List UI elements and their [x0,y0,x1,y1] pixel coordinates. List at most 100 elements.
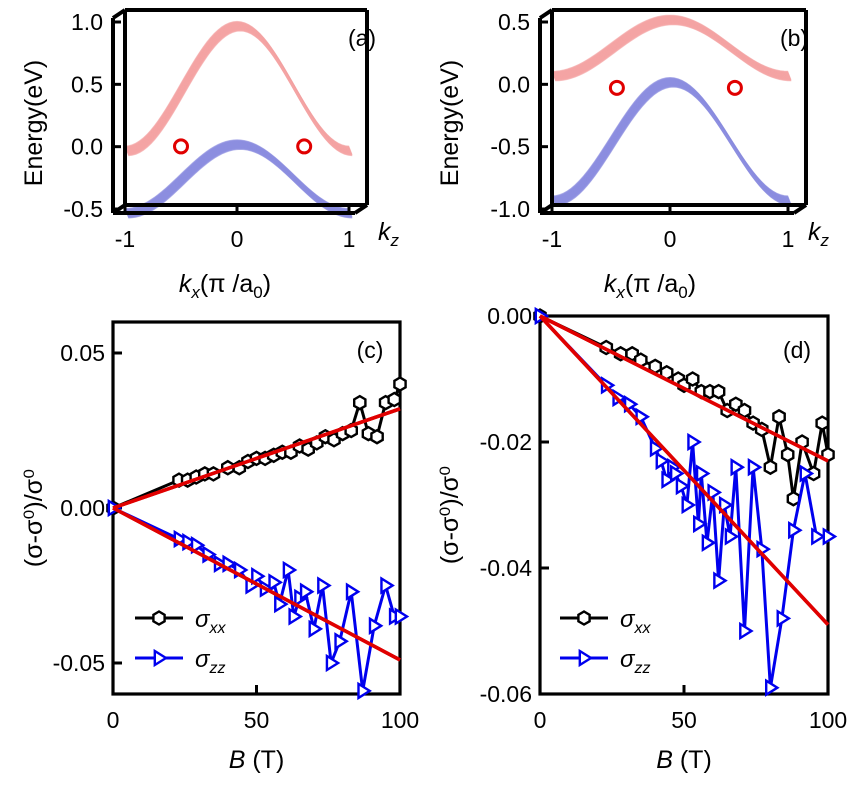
depth-label-sub: z [390,231,400,250]
depth-label-sub: z [820,231,830,250]
fit-line-overlay [539,314,829,463]
data-series [107,498,410,701]
depth-label-var: k [808,218,822,246]
y-tick-label: -0.05 [53,650,105,676]
x-tick-label: 50 [671,707,697,733]
band-sheet-line [554,84,792,206]
y-tick-label: -0.04 [480,555,533,581]
data-point [393,376,407,392]
data-point [739,621,754,641]
data-point [681,495,697,515]
x-label-unit-sub: 0 [678,283,687,302]
band-sheet-line [554,22,791,81]
z-tick-label: 0.0 [71,134,103,160]
crossing-point-marker [608,79,625,96]
data-point [713,571,728,590]
legend-marker [577,610,591,626]
data-point [772,408,786,425]
conduction-band-surface [124,20,353,157]
band-sheet-line [555,23,792,82]
legend-marker [152,610,166,626]
z-tick-label: -0.5 [490,134,530,160]
legend: σxx σzz [560,606,651,677]
x-tick-label: 1 [343,226,356,252]
data-point [811,527,826,546]
legend-marker [578,648,594,668]
band-sheet-line [554,83,791,204]
x-label-var: B [229,746,246,774]
x-tick-label: 0 [664,226,677,252]
band-sheet-line [555,85,792,206]
data-point [368,616,384,635]
data-point [747,458,763,477]
legend-symbol: σ [195,646,211,673]
x-axis-label: B (T) [229,746,285,774]
z-tick-label: -1.0 [490,196,530,222]
data-point [353,394,367,411]
x-label-sub: x [615,283,625,302]
fit-line-overlay [112,506,401,662]
data-point [822,527,838,546]
band-sheet-line [555,22,792,81]
x-label-var: k [604,270,618,298]
band-sheet-line [554,22,792,81]
data-point [268,573,283,592]
y-tick-label: -0.06 [480,681,532,707]
z-tick-label: 1.0 [71,9,103,35]
x-label-unit: (π /a [625,270,678,298]
depth-axis-label: kz [808,218,830,250]
data-point [685,371,700,387]
y-tick-label: -0.02 [480,429,532,455]
data-point [669,464,685,483]
legend-marker [153,648,169,668]
data-point [711,383,726,400]
data-point [649,439,665,458]
x-axis-label: kx(π /a0) [604,270,696,302]
x-axis-label: B (T) [656,746,712,774]
crossing-point-marker [726,79,743,96]
data-point [780,446,795,463]
x-label-close: ) [263,270,271,298]
x-tick-label: 50 [244,707,270,733]
band-sheet-line [554,83,791,205]
legend-sub: zz [633,660,650,677]
band-sheet-line [127,26,352,154]
z-tick-label: -0.5 [63,196,103,222]
data-point [815,415,830,431]
legend-symbol: σ [195,606,211,633]
x-label-var: B [656,746,673,774]
data-point [345,582,361,601]
data-point [274,594,289,614]
z-tick-label: 0.5 [498,9,530,35]
box-edge [792,203,808,215]
fit-line-overlay [112,407,401,510]
band-sheet-line [127,28,353,156]
band-sheet-line [127,27,352,155]
legend-symbol: σ [620,646,636,673]
depth-label-var: k [378,218,392,246]
data-point [251,567,266,586]
x-label-var: k [179,270,193,298]
data-point [334,632,349,651]
band-sheet-line [127,27,352,155]
data-point [394,607,410,626]
y-tick-label: 0.00 [487,303,532,329]
x-tick-label: 0 [534,707,547,733]
data-point [730,458,746,477]
band-sheet-line [127,27,352,155]
band-sheet-line [127,26,352,154]
band-sheet-line [554,82,791,204]
x-label-unit: (T) [245,746,284,774]
z-axis-label: Energy(eV) [436,60,464,186]
panel-tag: (c) [357,337,384,363]
band-sheet-line [128,28,353,156]
x-label-sub: x [190,283,200,302]
band-sheet-line [555,85,792,206]
legend-label: σzz [195,646,225,677]
data-point [325,653,341,673]
legend-label: σxx [620,606,651,637]
